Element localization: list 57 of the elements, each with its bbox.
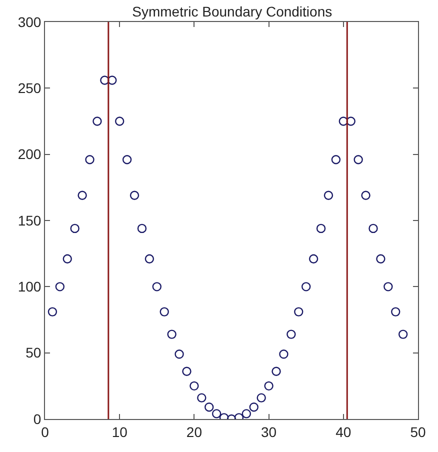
point — [316, 224, 326, 234]
point — [55, 282, 65, 292]
point — [137, 224, 147, 234]
point — [391, 307, 400, 316]
point — [286, 330, 296, 339]
point — [212, 409, 222, 418]
y-tick-label: 250 — [18, 80, 42, 96]
point — [361, 190, 370, 200]
x-tick-label: 50 — [410, 424, 426, 440]
point — [48, 307, 58, 316]
point — [324, 190, 334, 200]
point — [368, 224, 378, 234]
point — [85, 155, 94, 164]
y-tick-label: 300 — [18, 14, 42, 30]
x-tick-label: 20 — [186, 424, 202, 440]
y-tick-label: 100 — [18, 278, 42, 295]
point — [204, 402, 214, 412]
point — [160, 307, 169, 316]
point — [272, 366, 281, 376]
point — [302, 282, 311, 292]
point — [242, 409, 252, 418]
point — [174, 350, 184, 359]
x-tick-label: 10 — [112, 424, 128, 440]
point — [346, 116, 356, 126]
point — [130, 190, 140, 200]
point — [384, 282, 393, 292]
point — [62, 254, 72, 264]
point — [294, 307, 304, 316]
point — [190, 381, 199, 391]
point — [308, 254, 318, 264]
x-tick-label: 40 — [336, 424, 352, 440]
y-tick-label: 50 — [26, 344, 42, 361]
point — [256, 393, 266, 402]
point — [376, 254, 386, 264]
point — [197, 393, 206, 402]
point — [70, 224, 80, 234]
point — [167, 330, 176, 339]
point — [78, 190, 87, 200]
point — [398, 330, 408, 339]
point — [354, 155, 363, 164]
point — [264, 381, 274, 391]
point — [115, 116, 124, 126]
point — [331, 155, 341, 164]
x-tick-label: 30 — [261, 424, 277, 440]
point — [108, 76, 117, 85]
point — [249, 402, 258, 412]
y-tick-label: 0 — [33, 410, 42, 427]
point — [152, 282, 162, 292]
point — [92, 116, 102, 126]
point — [122, 155, 132, 164]
point — [144, 254, 154, 264]
chart-title: Symmetric Boundary Conditions — [132, 4, 332, 20]
point — [182, 366, 192, 376]
y-tick-label: 150 — [18, 212, 42, 228]
y-tick-label: 200 — [18, 146, 42, 162]
point — [100, 76, 110, 85]
point — [279, 350, 288, 359]
